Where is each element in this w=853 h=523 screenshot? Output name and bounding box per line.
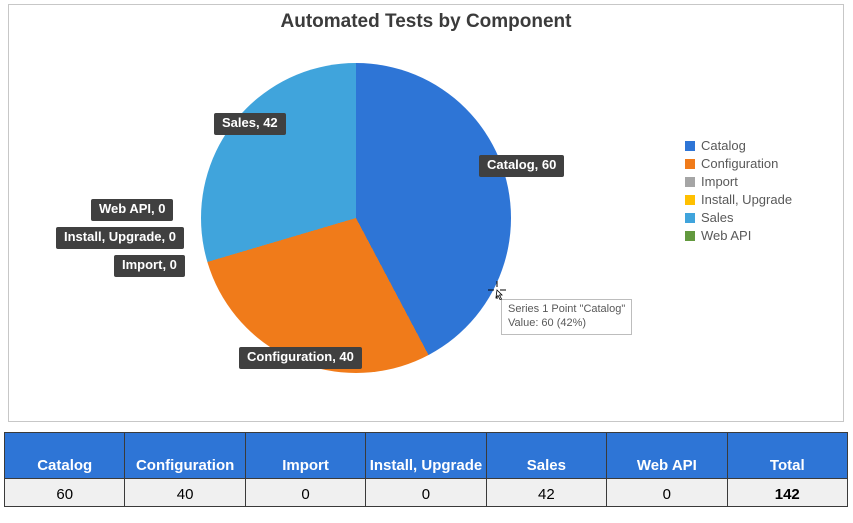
col-total[interactable]: Total — [727, 433, 847, 479]
legend-swatch — [685, 231, 695, 241]
cell-sales[interactable]: 42 — [486, 479, 606, 507]
legend-swatch — [685, 195, 695, 205]
legend-label: Configuration — [701, 156, 778, 171]
tooltip-line2: Value: 60 (42%) — [508, 317, 625, 331]
slice-label-sales: Sales, 42 — [214, 113, 286, 135]
legend-item-install[interactable]: Install, Upgrade — [685, 192, 825, 207]
chart-card: Automated Tests by Component Catalog, 60… — [8, 4, 844, 422]
slice-label-install: Install, Upgrade, 0 — [56, 227, 184, 249]
col-import[interactable]: Import — [245, 433, 365, 479]
summary-table: Catalog Configuration Import Install, Up… — [4, 432, 848, 507]
slice-label-webapi: Web API, 0 — [91, 199, 173, 221]
slice-label-catalog: Catalog, 60 — [479, 155, 564, 177]
col-webapi[interactable]: Web API — [607, 433, 727, 479]
legend-swatch — [685, 141, 695, 151]
col-install[interactable]: Install, Upgrade — [366, 433, 486, 479]
chart-tooltip: Series 1 Point "Catalog" Value: 60 (42%) — [501, 299, 632, 335]
chart-title: Automated Tests by Component — [9, 11, 843, 33]
legend-item-sales[interactable]: Sales — [685, 210, 825, 225]
cell-import[interactable]: 0 — [245, 479, 365, 507]
legend-swatch — [685, 177, 695, 187]
legend-item-catalog[interactable]: Catalog — [685, 138, 825, 153]
cell-total[interactable]: 142 — [727, 479, 847, 507]
slice-label-configuration: Configuration, 40 — [239, 347, 362, 369]
tooltip-line1: Series 1 Point "Catalog" — [508, 303, 625, 317]
pie-chart[interactable] — [201, 63, 511, 373]
cell-catalog[interactable]: 60 — [5, 479, 125, 507]
legend-label: Catalog — [701, 138, 746, 153]
legend-swatch — [685, 213, 695, 223]
legend-item-import[interactable]: Import — [685, 174, 825, 189]
cell-install[interactable]: 0 — [366, 479, 486, 507]
legend-label: Web API — [701, 228, 751, 243]
legend-label: Install, Upgrade — [701, 192, 792, 207]
legend-swatch — [685, 159, 695, 169]
legend-item-configuration[interactable]: Configuration — [685, 156, 825, 171]
legend-label: Sales — [701, 210, 734, 225]
col-config[interactable]: Configuration — [125, 433, 245, 479]
legend: Catalog Configuration Import Install, Up… — [685, 135, 825, 246]
col-catalog[interactable]: Catalog — [5, 433, 125, 479]
pie-slices — [201, 63, 511, 373]
table-header-row: Catalog Configuration Import Install, Up… — [5, 433, 848, 479]
legend-item-webapi[interactable]: Web API — [685, 228, 825, 243]
slice-label-import: Import, 0 — [114, 255, 185, 277]
cell-webapi[interactable]: 0 — [607, 479, 727, 507]
cell-config[interactable]: 40 — [125, 479, 245, 507]
col-sales[interactable]: Sales — [486, 433, 606, 479]
table-row: 60 40 0 0 42 0 142 — [5, 479, 848, 507]
legend-label: Import — [701, 174, 738, 189]
